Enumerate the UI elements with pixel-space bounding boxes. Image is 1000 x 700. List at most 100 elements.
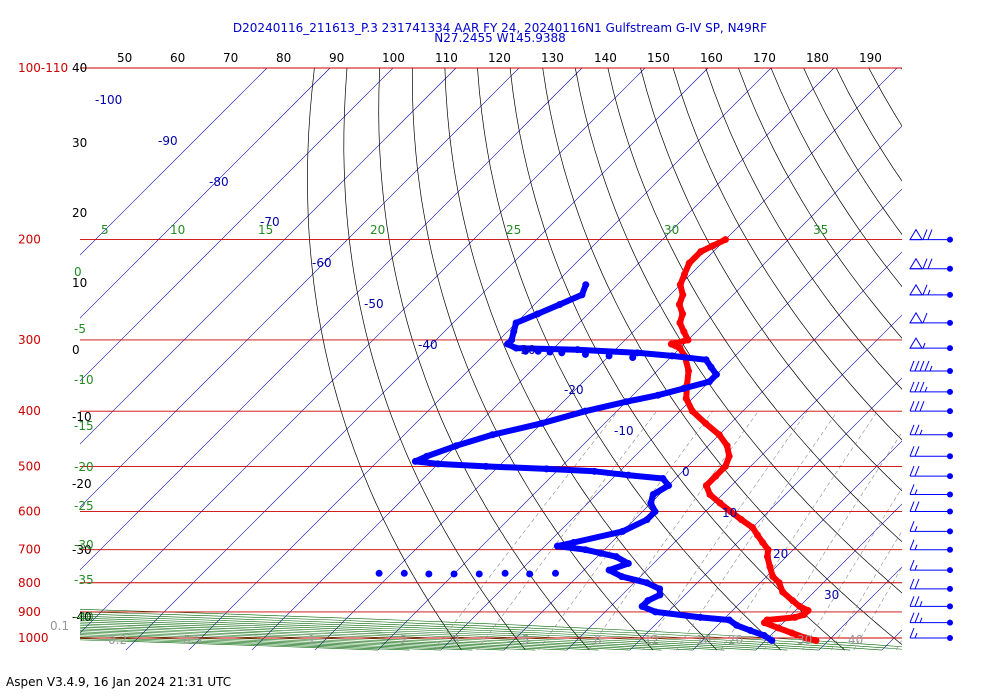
top-temperature-tick: 150: [647, 51, 670, 65]
temperature-profile-point: [667, 340, 675, 348]
dewpoint-profile-point: [570, 539, 578, 547]
temperature-profile-point: [737, 516, 745, 524]
dewpoint-profile-point: [668, 352, 676, 360]
pressure-label: 500: [18, 459, 41, 473]
wind-barb-full: [914, 424, 920, 435]
dewpoint-profile-point: [647, 499, 655, 507]
wind-barb: [909, 539, 953, 553]
dewpoint-profile-point: [538, 419, 546, 427]
wind-barb-full: [919, 360, 925, 372]
pressure-label: 1000: [18, 631, 49, 645]
top-temperature-tick: 130: [541, 51, 564, 65]
isotherm-line: [80, 68, 457, 445]
dewpoint-profile-point: [707, 363, 715, 371]
dewpoint-profile-point: [665, 481, 673, 489]
dewpoint-isolated-point: [629, 353, 637, 361]
mixing-ratio-line: [642, 411, 808, 651]
mixing-ratio-line: [853, 566, 902, 651]
pressure-label: 400: [18, 404, 41, 418]
dewpoint-profile-point: [656, 591, 664, 599]
dewpoint-profile-point: [619, 527, 627, 535]
temperature-profile: [668, 236, 819, 644]
wind-barb-full: [919, 400, 925, 412]
moist-adiabat-line: [0, 214, 631, 651]
dewpoint-profile-point: [644, 597, 652, 605]
wind-barb-half: [919, 617, 923, 623]
wind-barb-half: [914, 564, 918, 571]
dry-adiabat-label: -15: [74, 419, 94, 433]
temperature-profile-point: [759, 539, 767, 547]
moist-adiabat-label: 35: [813, 223, 828, 237]
dewpoint-profile-point: [696, 613, 704, 621]
pressure-label: 900: [18, 605, 41, 619]
dewpoint-profile-point: [622, 398, 630, 406]
moist-adiabat-line: [0, 214, 442, 651]
pressure-label: 600: [18, 505, 41, 519]
temperature-profile-point: [727, 508, 735, 516]
temperature-profile-point: [753, 531, 761, 539]
height-label: 20: [72, 206, 87, 220]
isotherm-line: [80, 68, 331, 319]
wind-barb: [909, 446, 953, 460]
temperature-profile-point: [676, 319, 684, 327]
wind-barb-full: [927, 258, 933, 269]
moist-adiabat-line: [0, 214, 883, 651]
wind-barb-half: [914, 544, 918, 550]
height-label: 0: [72, 343, 80, 357]
wind-barb-full: [914, 578, 920, 590]
height-label: 10: [72, 276, 87, 290]
wind-barb-full: [909, 360, 915, 372]
wind-barb-half: [929, 365, 933, 372]
isotherm-line: [440, 188, 902, 651]
moist-adiabat-label: 5: [101, 223, 109, 237]
wind-barb-full: [924, 360, 930, 372]
temperature-profile-point: [676, 281, 684, 289]
dry-adiabat-label: -10: [74, 373, 94, 387]
temperature-profile-point: [684, 336, 692, 344]
temperature-profile-point: [702, 481, 710, 489]
temperature-profile-point: [702, 419, 710, 427]
isotherm-line: [80, 68, 646, 634]
dry-adiabat-line: [307, 68, 462, 651]
dewpoint-profile-point: [590, 467, 598, 475]
temperature-profile-point: [675, 301, 683, 309]
wind-barb-full: [919, 381, 925, 393]
wind-barb-full: [909, 465, 915, 477]
dewpoint-profile-point: [543, 465, 551, 473]
wind-barb-half: [914, 526, 918, 532]
dry-adiabat-line: [738, 68, 902, 339]
wind-barb-full: [922, 229, 928, 240]
dewpoint-isolated-point: [526, 570, 534, 578]
mixing-ratio-line: [763, 431, 902, 651]
isotherm-label: -60: [312, 256, 332, 270]
mixing-ratio-label: 0.5: [183, 633, 202, 647]
wind-barb: [909, 596, 953, 610]
dewpoint-profile-point: [725, 616, 733, 624]
top-temperature-tick: 180: [806, 51, 829, 65]
mixing-ratio-label: 12: [644, 633, 659, 647]
dewpoint-profile-point: [633, 349, 641, 357]
wind-barb: [909, 381, 953, 395]
temperature-profile-point: [789, 597, 797, 605]
pressure-label: 200: [18, 233, 41, 247]
dewpoint-profile-point: [553, 542, 561, 550]
isotherm-line: [188, 68, 772, 651]
wind-barb-pennant: [909, 311, 923, 324]
isotherm-line: [80, 68, 268, 256]
pressure-label: 100-110: [18, 61, 68, 75]
wind-barb-half: [924, 386, 928, 393]
temperature-profile-point: [721, 236, 729, 244]
moist-adiabat-line: [0, 214, 851, 651]
top-temperature-tick: 60: [170, 51, 185, 65]
mixing-ratio-line: [830, 530, 902, 651]
dry-adiabat-label: -35: [74, 573, 94, 587]
dewpoint-profile-point: [618, 572, 626, 580]
dewpoint-profile-point: [582, 281, 590, 289]
dewpoint-isolated-point: [450, 570, 458, 578]
temperature-profile-point: [766, 563, 774, 571]
temperature-profile-point: [676, 344, 684, 352]
wind-barb-full: [909, 501, 915, 512]
dewpoint-profile-point: [510, 328, 518, 336]
dry-adiabat-label: -20: [74, 460, 94, 474]
dry-adiabat-line: [705, 68, 902, 390]
